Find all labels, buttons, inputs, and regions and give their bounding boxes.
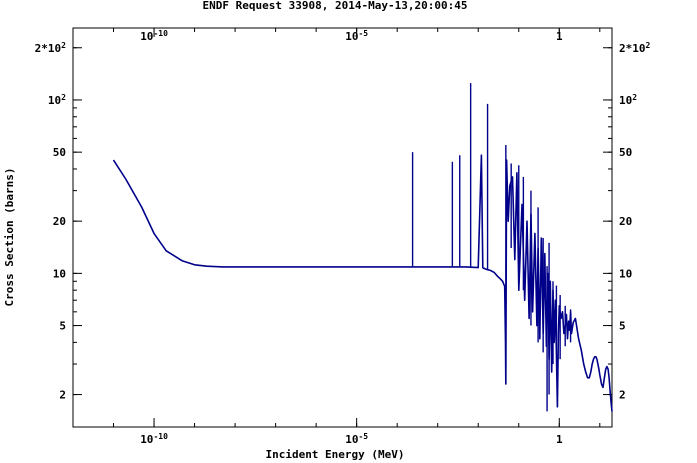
x-tick-label-bottom: 1 bbox=[556, 433, 563, 446]
series-line bbox=[112, 154, 613, 412]
x-tick-label-bottom: 10-5 bbox=[345, 432, 368, 446]
y-tick-label-right: 10 bbox=[619, 267, 632, 280]
y-tick-label-left: 20 bbox=[53, 215, 66, 228]
y-axis-label: Cross Section (barns) bbox=[3, 167, 16, 306]
x-tick-label-bottom: 10-10 bbox=[140, 432, 168, 446]
y-tick-label-left: 2*102 bbox=[35, 41, 67, 55]
y-tick-label-right: 2*102 bbox=[619, 41, 651, 55]
x-tick-label-top: 10-10 bbox=[140, 29, 168, 43]
y-tick-label-left: 102 bbox=[48, 93, 66, 107]
plot-frame bbox=[72, 27, 613, 428]
axis-ticks bbox=[72, 28, 612, 427]
y-tick-label-left: 10 bbox=[53, 267, 66, 280]
y-tick-label-right: 50 bbox=[619, 146, 632, 159]
y-tick-label-right: 5 bbox=[619, 320, 626, 333]
y-tick-label-left: 50 bbox=[53, 146, 66, 159]
x-tick-label-top: 1 bbox=[556, 30, 563, 43]
chart-title: ENDF Request 33908, 2014-May-13,20:00:45 bbox=[203, 0, 468, 12]
x-tick-label-top: 10-5 bbox=[345, 29, 368, 43]
y-tick-label-right: 102 bbox=[619, 93, 637, 107]
y-tick-label-left: 2 bbox=[59, 389, 66, 402]
y-tick-label-right: 20 bbox=[619, 215, 632, 228]
y-tick-label-right: 2 bbox=[619, 389, 626, 402]
plot-area bbox=[112, 83, 613, 412]
y-tick-label-left: 5 bbox=[59, 320, 66, 333]
x-axis-label: Incident Energy (MeV) bbox=[265, 448, 404, 461]
